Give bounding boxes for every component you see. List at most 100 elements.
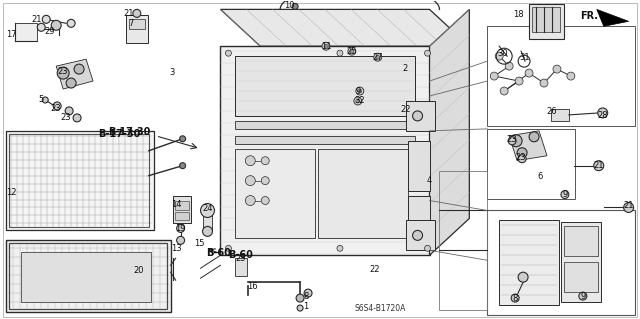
Circle shape: [579, 292, 587, 300]
Polygon shape: [596, 9, 628, 26]
Circle shape: [374, 53, 381, 61]
Circle shape: [376, 55, 380, 59]
Circle shape: [508, 137, 516, 145]
Text: 4: 4: [427, 176, 432, 185]
Circle shape: [561, 190, 569, 198]
Circle shape: [74, 64, 84, 74]
Text: 2: 2: [402, 63, 407, 73]
Circle shape: [413, 230, 422, 240]
Text: 5: 5: [38, 95, 44, 105]
Circle shape: [180, 136, 186, 142]
Circle shape: [133, 9, 141, 17]
Circle shape: [42, 97, 48, 103]
Circle shape: [304, 289, 312, 297]
Bar: [10, 243, 166, 309]
Bar: [487, 211, 635, 315]
Text: 17: 17: [6, 30, 17, 39]
Circle shape: [348, 47, 356, 55]
Text: 25: 25: [235, 254, 246, 263]
Text: B-60: B-60: [228, 250, 253, 260]
Circle shape: [57, 67, 69, 79]
Circle shape: [261, 157, 269, 165]
Text: 1: 1: [303, 301, 308, 311]
Circle shape: [518, 272, 528, 282]
Bar: [487, 129, 575, 198]
Bar: [126, 15, 148, 43]
Text: 22: 22: [369, 265, 380, 274]
Bar: [236, 258, 247, 276]
Circle shape: [515, 77, 523, 85]
Bar: [532, 7, 560, 32]
Circle shape: [324, 44, 328, 48]
Circle shape: [553, 65, 561, 73]
Text: 3: 3: [169, 68, 174, 77]
Text: 8: 8: [513, 293, 518, 303]
Text: B-17-30: B-17-30: [108, 127, 150, 137]
Circle shape: [623, 203, 634, 212]
Text: 21: 21: [623, 201, 634, 210]
Text: 12: 12: [6, 188, 17, 197]
Bar: [487, 26, 635, 126]
Text: 18: 18: [513, 10, 524, 19]
Circle shape: [511, 294, 519, 302]
Circle shape: [337, 50, 343, 56]
Text: 9: 9: [563, 190, 568, 199]
Circle shape: [297, 305, 303, 311]
Circle shape: [358, 89, 362, 93]
Bar: [236, 121, 415, 129]
Circle shape: [66, 78, 76, 88]
Text: S6S4-B1720A: S6S4-B1720A: [354, 304, 405, 313]
Circle shape: [517, 148, 527, 158]
Circle shape: [177, 236, 184, 244]
Text: 32: 32: [355, 96, 365, 106]
Bar: [21, 252, 151, 302]
Text: 29: 29: [44, 27, 54, 36]
Circle shape: [354, 97, 362, 105]
Circle shape: [225, 50, 232, 56]
Text: 23: 23: [507, 135, 518, 144]
Circle shape: [245, 156, 255, 166]
Text: 7: 7: [128, 19, 134, 28]
Circle shape: [67, 19, 75, 27]
Text: 16: 16: [247, 282, 258, 291]
Circle shape: [245, 176, 255, 186]
Bar: [551, 109, 569, 121]
Text: 22: 22: [401, 106, 411, 115]
Circle shape: [225, 245, 232, 251]
Circle shape: [495, 52, 503, 60]
Text: 23: 23: [51, 104, 61, 114]
Bar: [408, 196, 429, 250]
Bar: [202, 215, 212, 231]
Circle shape: [490, 72, 498, 80]
Text: 20: 20: [134, 266, 144, 275]
Bar: [6, 240, 171, 312]
Circle shape: [510, 135, 522, 147]
Circle shape: [37, 23, 45, 31]
Circle shape: [261, 177, 269, 185]
Text: 30: 30: [497, 49, 508, 58]
Bar: [175, 212, 189, 220]
Bar: [408, 141, 429, 190]
Bar: [236, 56, 415, 116]
Bar: [236, 149, 315, 238]
Circle shape: [356, 99, 360, 103]
Circle shape: [65, 107, 73, 115]
Text: FR.: FR.: [580, 11, 598, 21]
Text: 21: 21: [31, 15, 42, 24]
Bar: [10, 134, 148, 227]
Circle shape: [261, 197, 269, 204]
Circle shape: [424, 50, 431, 56]
Circle shape: [200, 204, 214, 218]
Polygon shape: [509, 131, 547, 161]
Circle shape: [322, 42, 330, 50]
Text: 26: 26: [547, 108, 557, 116]
Text: 13: 13: [172, 244, 182, 253]
Text: 27: 27: [372, 53, 383, 62]
Circle shape: [525, 69, 533, 77]
Text: 21: 21: [124, 9, 134, 18]
Circle shape: [594, 161, 604, 171]
Bar: [529, 4, 564, 39]
Text: 9: 9: [580, 292, 586, 300]
Bar: [564, 226, 598, 256]
Circle shape: [292, 4, 298, 9]
